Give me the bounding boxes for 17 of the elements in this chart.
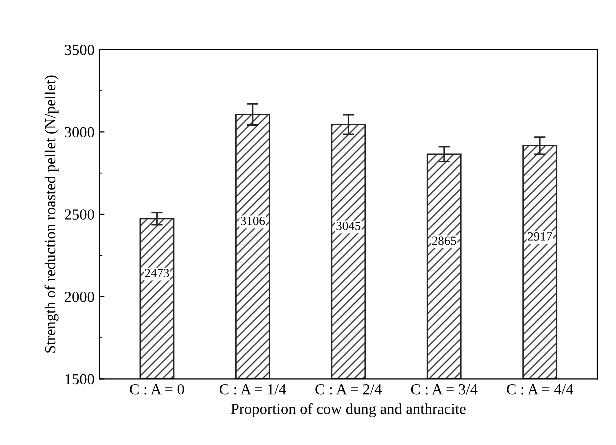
data-label: 3045 [336,222,361,230]
x-tick-label: C : A = 1/4 [220,384,286,395]
data-label: 2473 [145,269,170,278]
y-tick-label: 1500 [66,374,94,385]
y-tick-label: 3500 [65,44,94,56]
data-label: 2917 [528,232,552,241]
y-axis-title: Strength of reduction roasted pellet (N/pellet) [44,76,59,353]
data-label: 3106 [241,216,266,226]
y-tick-label: 3000 [65,127,94,138]
x-tick-label: C : A = 4/4 [507,384,574,395]
x-tick-label: C : A = 2/4 [316,384,382,395]
x-tick-label: C : A = 0 [130,384,184,395]
y-tick-label: 2000 [65,292,94,302]
x-axis-title: Proportion of cow dung and anthracite [231,403,466,418]
y-tick-label: 2500 [65,210,94,220]
x-tick-label: C : A = 3/4 [411,384,478,395]
data-label: 2865 [432,236,456,246]
